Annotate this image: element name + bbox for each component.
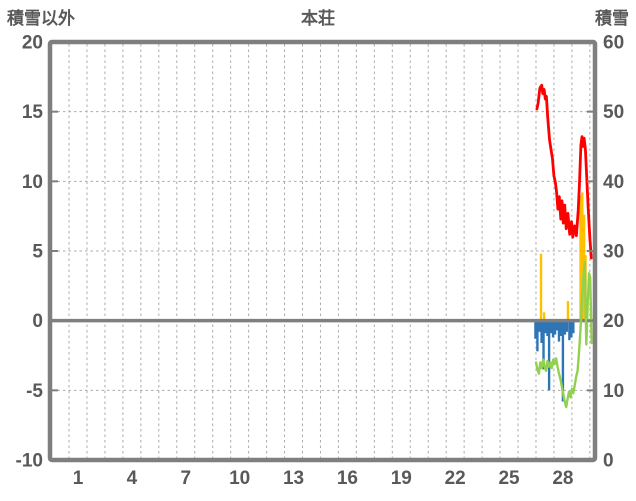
left-tick-label: 0	[32, 311, 43, 332]
horizontal-gridlines	[52, 111, 593, 391]
bar	[568, 320, 571, 341]
bar	[555, 320, 559, 331]
left-tick-label: 15	[22, 102, 44, 123]
right-tick-label: 40	[603, 172, 624, 193]
left-tick-label: -10	[16, 451, 43, 472]
day-tick-label: 1	[73, 468, 84, 489]
bar	[547, 320, 551, 391]
right-tick-label: 10	[603, 381, 624, 402]
bar	[540, 320, 543, 343]
bar	[561, 320, 565, 402]
right-axis-labels: 60 50 40 30 20 10 0	[603, 33, 624, 472]
right-tick-label: 20	[603, 311, 624, 332]
bar	[565, 320, 569, 332]
left-tick-label: 20	[22, 33, 43, 54]
right-tick-label: 30	[603, 242, 624, 263]
bar	[539, 253, 543, 321]
bar	[534, 320, 537, 339]
bar	[579, 195, 582, 321]
day-tick-label: 7	[180, 468, 191, 489]
left-tick-label: 10	[22, 172, 43, 193]
bar	[542, 312, 546, 321]
bar	[553, 320, 557, 335]
day-tick-label: 4	[127, 468, 138, 489]
bar	[572, 320, 575, 334]
right-tick-label: 0	[603, 451, 614, 472]
bar	[581, 192, 584, 321]
day-tick-label: 13	[283, 468, 304, 489]
x-axis-labels: 1 4 7 10 13 16 19 22 25 28	[73, 468, 574, 489]
bar	[546, 320, 549, 336]
bar	[557, 320, 561, 342]
bar	[544, 320, 547, 334]
day-tick-label: 22	[445, 468, 466, 489]
plot-border	[47, 39, 598, 463]
bar	[566, 301, 570, 321]
day-tick-label: 16	[337, 468, 358, 489]
bar	[563, 320, 567, 335]
left-tick-label: 5	[32, 242, 43, 263]
left-tick-label: -5	[26, 381, 43, 402]
bar	[559, 320, 563, 336]
left-axis-labels: 20 15 10 5 0 -5 -10	[16, 33, 44, 472]
axis-ticks	[52, 110, 593, 392]
bar	[570, 320, 573, 338]
series-green-line	[534, 260, 593, 409]
series-blue-bars	[534, 320, 575, 402]
bar	[551, 320, 555, 338]
day-tick-label: 10	[229, 468, 250, 489]
day-tick-label: 19	[391, 468, 412, 489]
day-tick-label: 25	[498, 468, 520, 489]
bar	[536, 320, 539, 352]
bar	[538, 320, 541, 332]
right-tick-label: 60	[603, 33, 624, 54]
series-red-line	[535, 83, 593, 260]
day-tick-label: 28	[552, 468, 573, 489]
bar	[549, 320, 553, 334]
right-tick-label: 50	[603, 102, 624, 123]
bar	[542, 320, 545, 370]
